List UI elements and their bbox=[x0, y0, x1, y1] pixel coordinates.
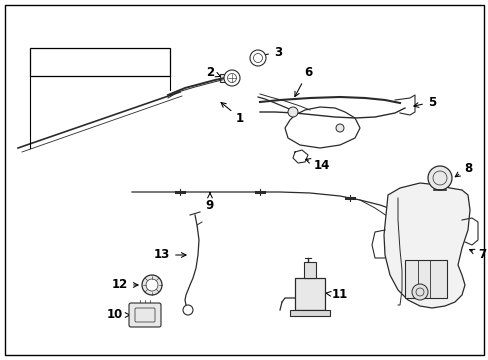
Circle shape bbox=[224, 70, 240, 86]
Text: 6: 6 bbox=[294, 66, 311, 96]
FancyBboxPatch shape bbox=[129, 303, 161, 327]
Text: 4: 4 bbox=[34, 55, 42, 68]
Text: 11: 11 bbox=[325, 288, 347, 302]
Bar bbox=[30, 48, 170, 76]
Bar bbox=[304, 262, 315, 278]
Bar bbox=[289, 310, 329, 316]
Text: 8: 8 bbox=[454, 162, 471, 177]
Circle shape bbox=[427, 166, 451, 190]
Text: 5: 5 bbox=[413, 95, 435, 108]
Bar bbox=[404, 260, 446, 298]
Circle shape bbox=[142, 275, 162, 295]
Text: 12: 12 bbox=[112, 279, 138, 292]
Text: 14: 14 bbox=[305, 158, 329, 171]
Circle shape bbox=[411, 284, 427, 300]
Circle shape bbox=[183, 305, 193, 315]
Circle shape bbox=[287, 107, 297, 117]
Text: 2: 2 bbox=[205, 66, 220, 78]
Bar bbox=[220, 74, 231, 82]
Circle shape bbox=[146, 279, 158, 291]
Text: 10: 10 bbox=[107, 309, 130, 321]
Text: 3: 3 bbox=[253, 45, 282, 59]
Text: 1: 1 bbox=[221, 103, 244, 125]
Circle shape bbox=[335, 124, 343, 132]
Text: 9: 9 bbox=[205, 193, 214, 212]
Bar bbox=[294, 278, 325, 310]
Circle shape bbox=[249, 50, 265, 66]
Text: 13: 13 bbox=[154, 248, 185, 261]
Polygon shape bbox=[383, 183, 469, 308]
Text: 7: 7 bbox=[468, 248, 485, 261]
